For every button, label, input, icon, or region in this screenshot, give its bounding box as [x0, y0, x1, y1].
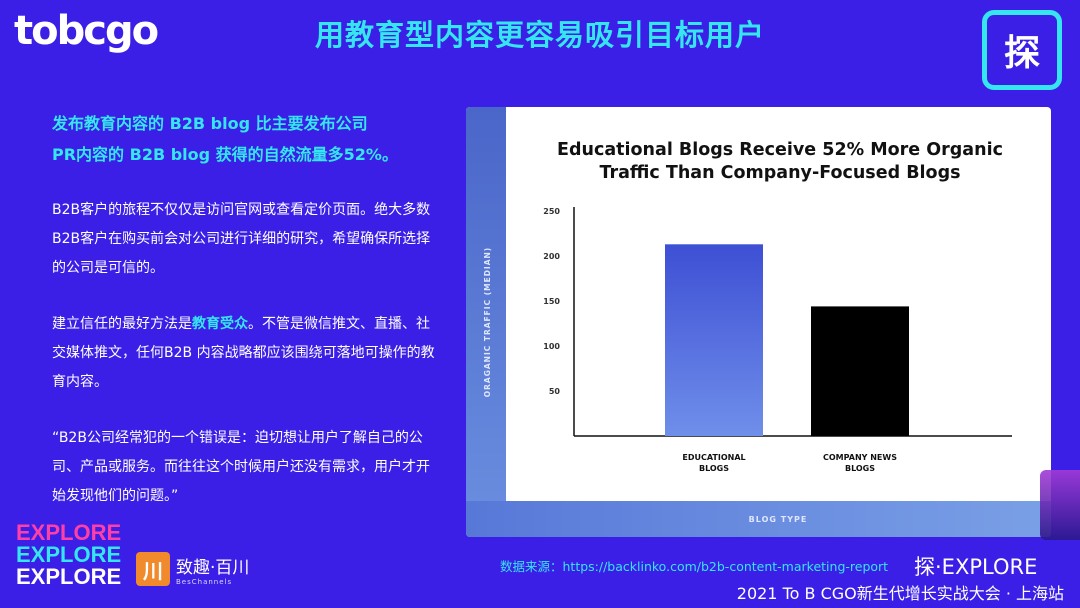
beschannels-logo-icon: 川: [136, 552, 170, 586]
paragraph-1: B2B客户的旅程不仅仅是访问官网或查看定价页面。绝大多数B2B客户在购买前会对公…: [52, 202, 431, 276]
x-tick-label-1-0: COMPANY NEWS: [823, 453, 897, 462]
y-tick-label-100: 100: [543, 342, 560, 351]
tobcgo-logo: tobcgo: [14, 8, 159, 54]
brand-text: 致趣·百川 BesChannels: [176, 553, 249, 586]
bar-chart: Educational Blogs Receive 52% More Organ…: [483, 140, 1012, 524]
headline: 发布教育内容的 B2B blog 比主要发布公司 PR内容的 B2B blog …: [52, 108, 472, 170]
chart-bottom-band: [466, 501, 1051, 537]
y-tick-label-50: 50: [549, 387, 561, 396]
chart-title-line-2: Traffic Than Company-Focused Blogs: [599, 163, 960, 183]
explore-line-1: EXPLORE: [16, 520, 122, 545]
page-title: 用教育型内容更容易吸引目标用户: [314, 18, 765, 52]
paragraph-2-before: 建立信任的最好方法是: [52, 316, 192, 332]
data-source: 数据来源：https://backlinko.com/b2b-content-m…: [500, 559, 889, 574]
bar-1: [811, 306, 909, 436]
paragraph-3-quote: “B2B公司经常犯的一个错误是：迫切想让用户了解自己的公司、产品或服务。而往往这…: [52, 430, 430, 504]
chart-card: Educational Blogs Receive 52% More Organ…: [466, 107, 1051, 537]
x-tick-label-1-1: BLOGS: [845, 464, 875, 473]
x-tick-label-0-1: BLOGS: [699, 464, 729, 473]
beschannels-brand: 川 致趣·百川 BesChannels: [136, 552, 249, 586]
chart-title-line-1: Educational Blogs Receive 52% More Organ…: [557, 140, 1003, 160]
y-axis-label: ORAGANIC TRAFFIC (MEDIAN): [483, 247, 492, 398]
paragraph-2-highlight: 教育受众: [192, 316, 248, 332]
y-tick-label-250: 250: [543, 207, 560, 216]
headline-line-1: 发布教育内容的 B2B blog 比主要发布公司: [52, 114, 368, 133]
paragraph-2-after: 。不管是微信推文、直播、社交媒体推文，任何B2B 内容战略都应该围绕可落地可操作…: [52, 316, 435, 390]
headline-line-2: PR内容的 B2B blog 获得的自然流量多52%。: [52, 145, 398, 164]
corner-decoration: [1040, 470, 1080, 540]
explore-tag: 探·EXPLORE: [914, 555, 1038, 579]
brand-name-en: BesChannels: [176, 577, 233, 586]
x-tick-label-0-0: EDUCATIONAL: [682, 453, 745, 462]
explore-line-3: EXPLORE: [16, 564, 122, 589]
explore-badge: 探: [982, 10, 1062, 90]
y-tick-label-200: 200: [543, 252, 560, 261]
bar-0: [665, 244, 763, 436]
event-name: 2021 To B CGO新生代增长实战大会 · 上海站: [736, 584, 1064, 603]
x-axis-label: BLOG TYPE: [749, 515, 808, 524]
brand-name-cn: 致趣·百川: [176, 557, 250, 578]
explore-line-2: EXPLORE: [16, 542, 122, 567]
y-tick-label-150: 150: [543, 297, 560, 306]
paragraph-2: 建立信任的最好方法是教育受众。不管是微信推文、直播、社交媒体推文，任何B2B 内…: [52, 310, 442, 397]
chart-left-band: [466, 107, 506, 537]
explore-decoration: EXPLORE EXPLORE EXPLORE: [16, 522, 121, 588]
